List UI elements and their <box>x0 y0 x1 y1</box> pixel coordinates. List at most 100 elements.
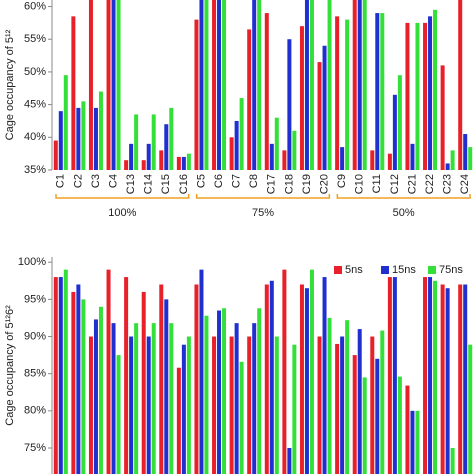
x-tick-label: C11 <box>371 174 383 193</box>
y-tick-label: 80% <box>24 405 46 417</box>
x-tick-label: C24 <box>459 174 471 194</box>
y-tick-label: 85% <box>24 368 46 380</box>
bar <box>257 0 262 170</box>
bar <box>159 284 164 474</box>
bar <box>141 160 146 170</box>
bar <box>362 377 367 474</box>
bar <box>212 336 217 474</box>
bar <box>458 0 463 170</box>
legend-swatch <box>381 266 389 274</box>
bar <box>357 329 362 474</box>
bar <box>58 111 63 170</box>
bar <box>88 0 93 170</box>
bar <box>71 16 76 170</box>
x-tick-label: C3 <box>90 174 102 188</box>
bar <box>274 117 279 170</box>
y-tick-label: 35% <box>24 164 46 176</box>
bar <box>357 0 362 170</box>
y-axis-label: Cage occupancy of 5¹²6² <box>4 305 16 426</box>
x-tick-label: C7 <box>231 174 243 188</box>
x-tick-label: C20 <box>318 174 330 194</box>
bar <box>217 0 222 170</box>
bar <box>317 62 322 170</box>
bar <box>159 150 164 170</box>
group-bracket <box>55 194 190 199</box>
legend-label: 75ns <box>439 264 463 276</box>
bar <box>134 323 139 474</box>
bar <box>98 91 103 170</box>
bar <box>194 284 199 474</box>
y-tick-label: 100% <box>18 256 46 268</box>
bar <box>292 130 297 170</box>
bar <box>106 0 111 170</box>
bar <box>58 277 63 474</box>
bar <box>463 134 468 170</box>
bar <box>129 336 134 474</box>
bar <box>98 306 103 474</box>
bar <box>352 355 357 474</box>
bar <box>397 376 402 474</box>
bar <box>88 336 93 474</box>
bar <box>269 280 274 474</box>
bar <box>76 107 81 170</box>
bar <box>199 0 204 170</box>
y-tick-label: 75% <box>24 442 46 454</box>
bar <box>345 19 350 170</box>
x-tick-label: C16 <box>178 174 190 194</box>
bar <box>327 317 332 474</box>
bar <box>146 143 151 170</box>
bar <box>234 323 239 474</box>
x-tick-label: C9 <box>336 174 348 188</box>
legend-label: 5ns <box>345 264 363 276</box>
bar <box>423 22 428 170</box>
x-tick-label: C6 <box>213 174 225 188</box>
x-tick-label: C4 <box>107 174 119 188</box>
bar <box>63 75 68 170</box>
bar <box>229 137 234 170</box>
bar <box>63 269 68 474</box>
x-tick-label: C8 <box>248 174 260 188</box>
bar <box>387 153 392 170</box>
bar <box>415 410 420 474</box>
bar <box>247 336 252 474</box>
bar <box>169 107 174 170</box>
bar <box>129 143 134 170</box>
bar <box>252 323 257 474</box>
bar <box>282 269 287 474</box>
bar <box>287 39 292 170</box>
bar <box>340 147 345 170</box>
x-tick-label: C18 <box>283 174 295 194</box>
legend-label: 15ns <box>392 264 416 276</box>
bar <box>375 13 380 170</box>
bar <box>164 124 169 170</box>
bar <box>405 22 410 170</box>
bar <box>322 277 327 474</box>
bar <box>257 308 262 474</box>
bar <box>204 0 209 170</box>
bar <box>194 19 199 170</box>
bar <box>287 447 292 474</box>
bar <box>53 140 58 170</box>
bar <box>222 0 227 170</box>
x-tick-label: C12 <box>389 174 401 194</box>
bar <box>463 284 468 474</box>
bar <box>375 358 380 474</box>
x-tick-label: C1 <box>55 174 67 188</box>
bar <box>164 299 169 474</box>
x-tick-label: C17 <box>266 174 278 194</box>
bar <box>222 308 227 474</box>
bar <box>322 45 327 170</box>
bar <box>106 269 111 474</box>
bar <box>124 277 129 474</box>
bar <box>450 447 455 474</box>
y-tick-label: 90% <box>24 330 46 342</box>
bar <box>217 310 222 474</box>
bar <box>181 156 186 170</box>
bar <box>370 150 375 170</box>
bar <box>392 94 397 170</box>
x-tick-label: C23 <box>442 174 454 194</box>
bar <box>186 153 191 170</box>
bar <box>423 277 428 474</box>
x-tick-label: C15 <box>160 174 172 194</box>
